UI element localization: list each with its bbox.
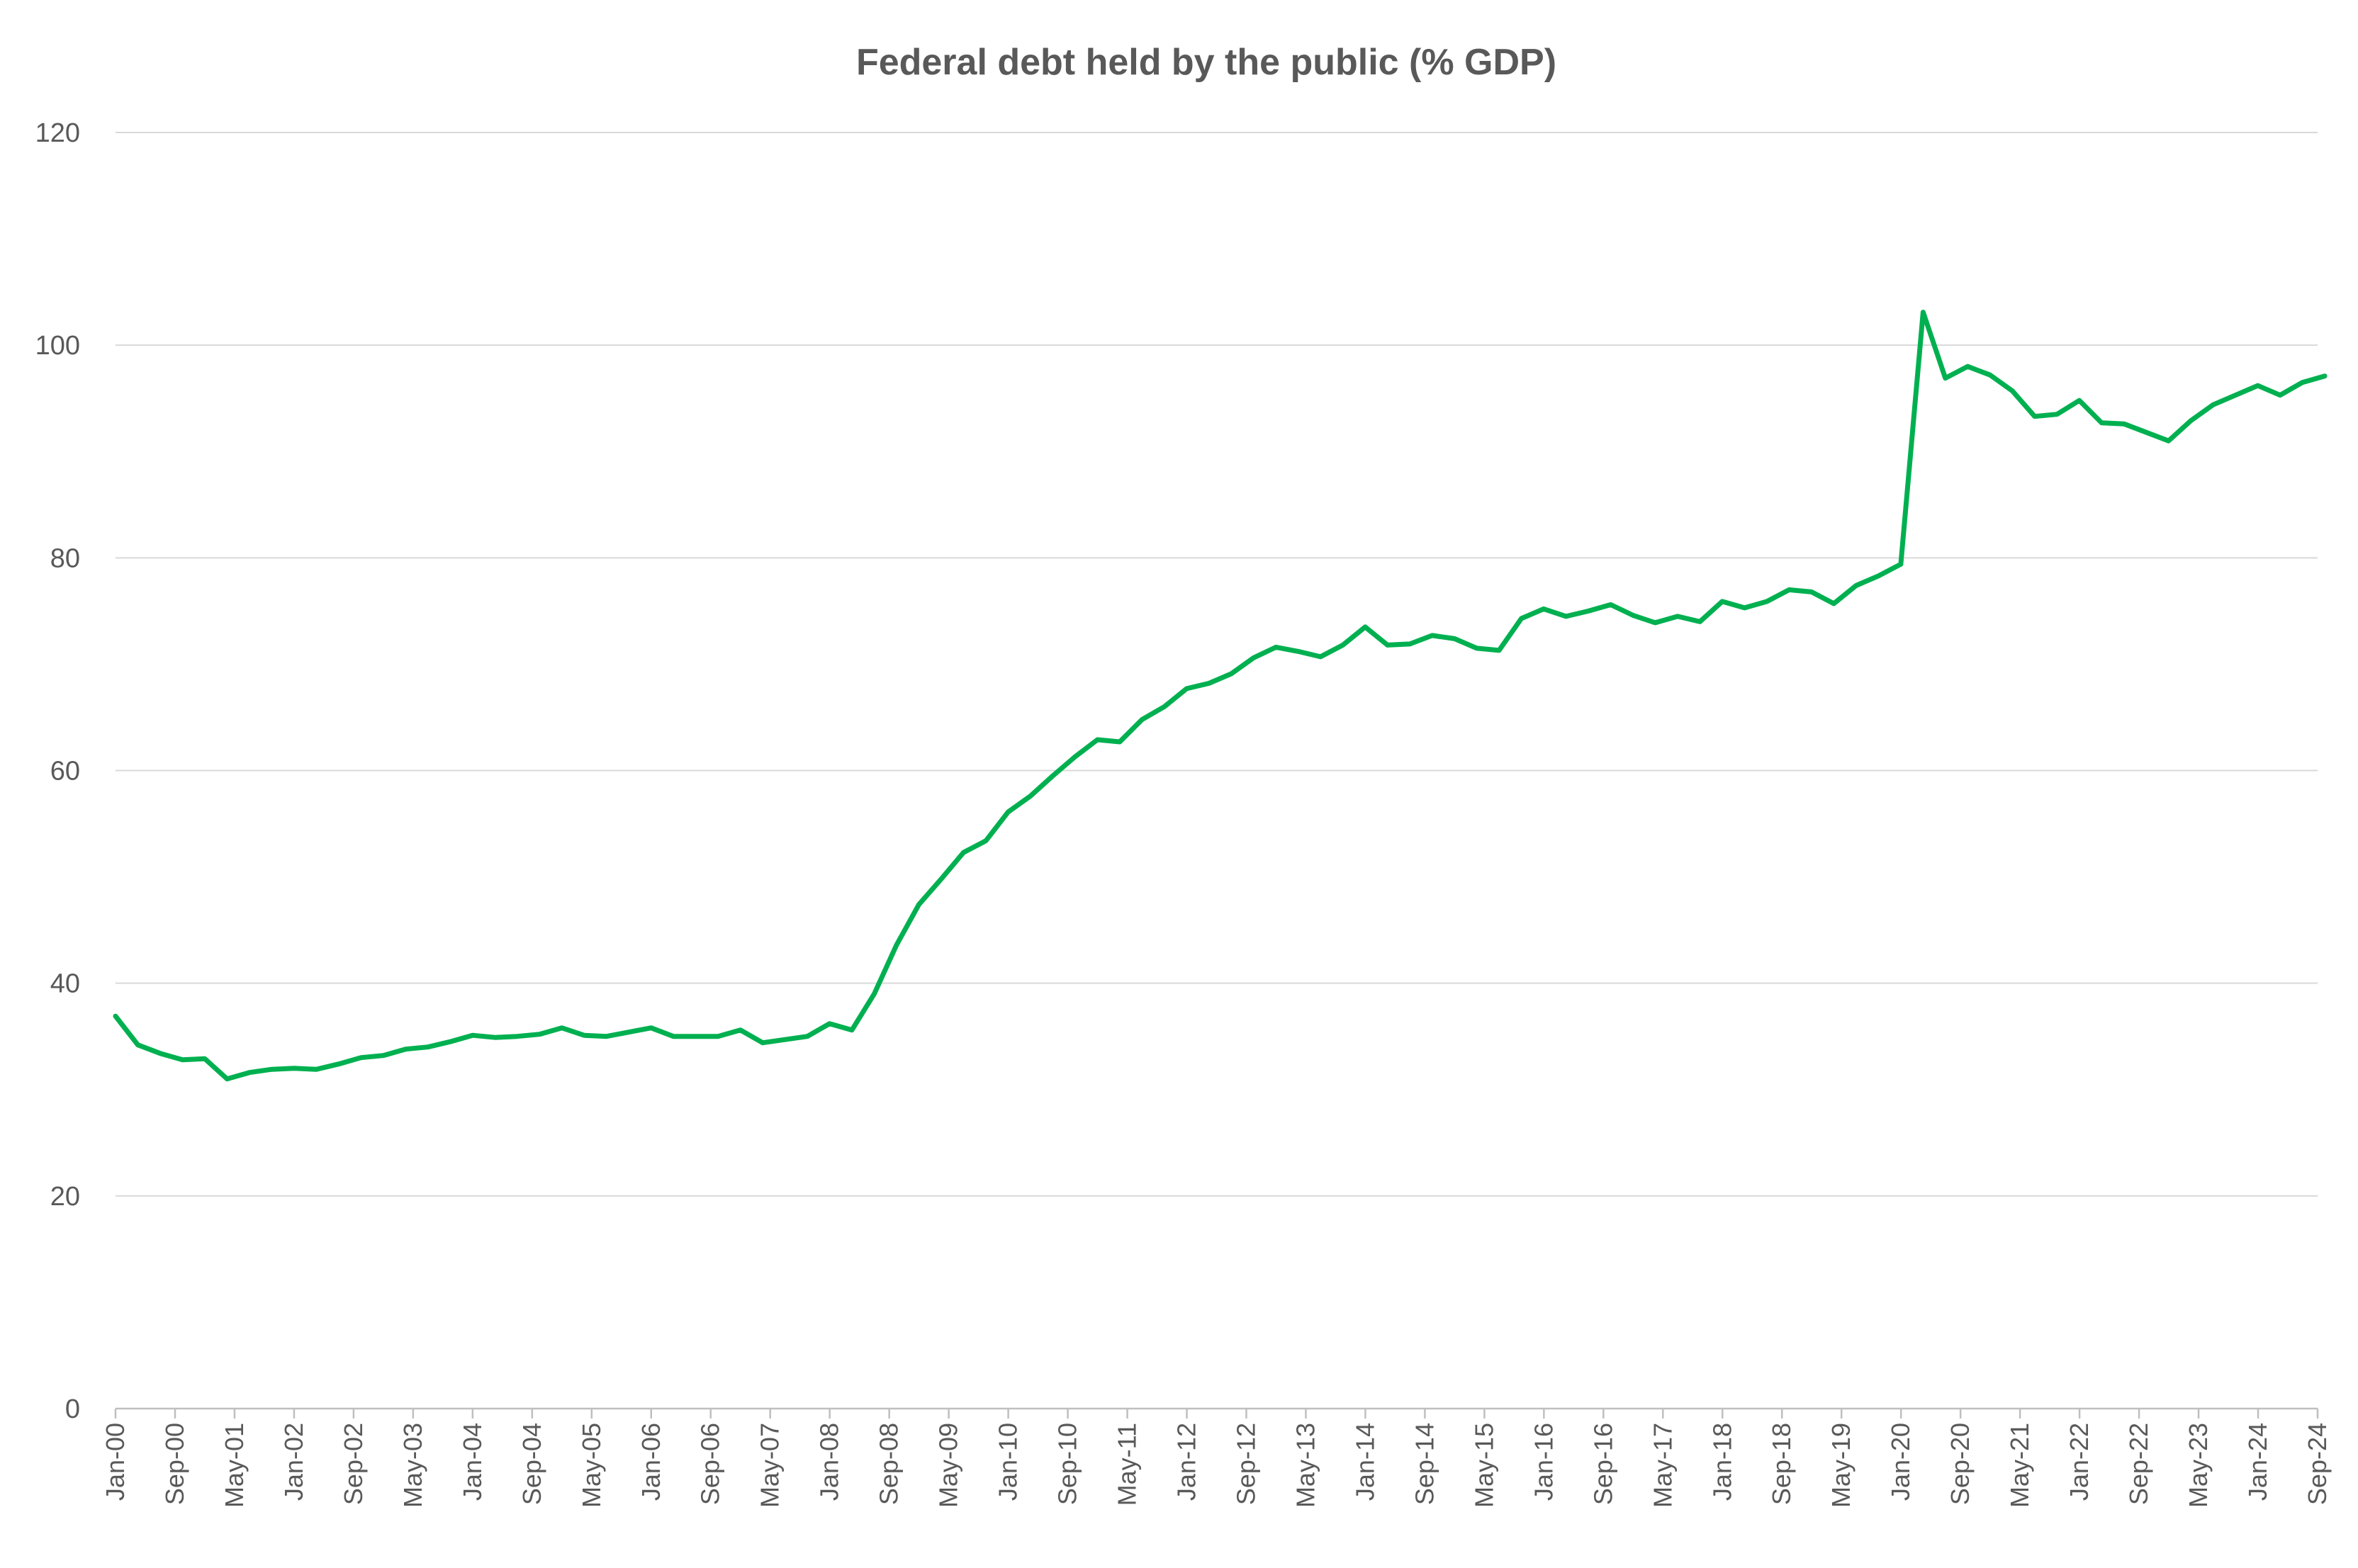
chart-title: Federal debt held by the public (% GDP): [856, 42, 1556, 83]
x-tick-label: May-01: [220, 1423, 249, 1508]
y-tick-label: 20: [50, 1182, 80, 1212]
x-tick-label: Sep-22: [2124, 1423, 2153, 1505]
x-tick-label: May-17: [1648, 1423, 1677, 1508]
y-tick-label: 100: [35, 331, 80, 361]
x-tick-label: Sep-08: [875, 1423, 904, 1505]
x-tick-label: Jan-14: [1350, 1423, 1379, 1501]
x-tick-label: Sep-04: [517, 1423, 546, 1505]
x-tick-label: May-21: [2005, 1423, 2034, 1508]
x-tick-label: Jan-18: [1707, 1423, 1736, 1501]
x-tick-label: Jan-08: [815, 1423, 844, 1501]
x-tick-label: May-23: [2184, 1423, 2213, 1508]
x-tick-label: Sep-20: [1946, 1423, 1975, 1505]
y-tick-label: 80: [50, 543, 80, 573]
x-tick-label: May-07: [756, 1423, 785, 1508]
y-tick-label: 120: [35, 118, 80, 148]
x-tick-label: Sep-14: [1410, 1423, 1439, 1505]
x-tick-label: Jan-20: [1886, 1423, 1915, 1501]
gridlines: [116, 132, 2318, 1197]
x-tick-label: Sep-10: [1053, 1423, 1082, 1505]
x-tick-label: Jan-16: [1529, 1423, 1558, 1501]
x-tick-label: Jan-04: [458, 1423, 487, 1501]
x-tick-label: Sep-24: [2303, 1423, 2332, 1505]
series-group: [113, 310, 2328, 1082]
x-tick-label: May-11: [1113, 1423, 1142, 1506]
x-tick-label: Sep-16: [1588, 1423, 1617, 1505]
x-tick-label: May-03: [398, 1423, 427, 1508]
y-tick-label: 60: [50, 757, 80, 786]
x-tick-label: Jan-12: [1172, 1423, 1201, 1501]
x-tick-label: Jan-00: [101, 1423, 130, 1501]
series-line-federal-debt: [113, 310, 2328, 1082]
y-axis-tick-labels: 0 20 40 60 80 100 120: [35, 118, 80, 1424]
x-tick-label: May-05: [577, 1423, 606, 1508]
x-tick-label: May-19: [1826, 1423, 1855, 1508]
x-tick-label: Jan-24: [2243, 1423, 2272, 1501]
x-tick-label: Sep-02: [339, 1423, 368, 1505]
x-tick-label: Jan-02: [279, 1423, 308, 1501]
x-tick-label: May-13: [1291, 1423, 1320, 1508]
x-tick-label: Sep-12: [1231, 1423, 1260, 1505]
x-tick-label: May-15: [1469, 1423, 1498, 1508]
y-tick-label: 40: [50, 969, 80, 999]
x-tick-label: Jan-06: [636, 1423, 666, 1501]
y-tick-label: 0: [65, 1394, 80, 1424]
x-tick-label: Sep-06: [696, 1423, 725, 1505]
x-tick-label: Jan-10: [994, 1423, 1023, 1501]
x-tick-label: Sep-18: [1767, 1423, 1796, 1505]
x-axis: [114, 1407, 2319, 1418]
x-tick-label: Sep-00: [160, 1423, 189, 1505]
x-axis-tick-labels: Jan-00 Sep-00 May-01 Jan-02 Sep-02 May-03 Jan-…: [101, 1423, 2332, 1508]
x-tick-label: Jan-22: [2065, 1423, 2094, 1501]
x-tick-label: May-09: [934, 1423, 963, 1508]
